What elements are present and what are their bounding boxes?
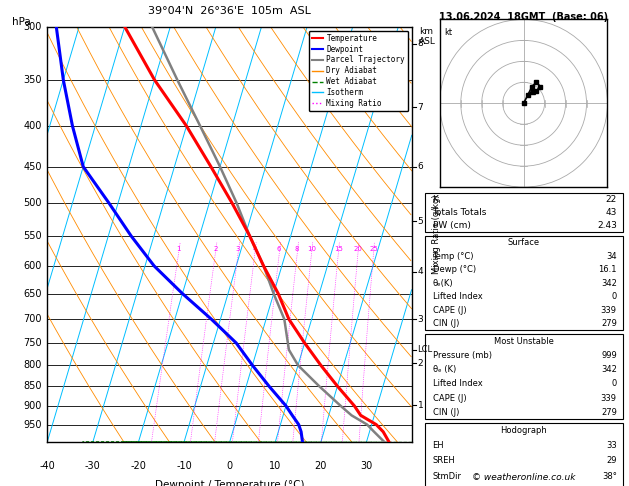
Text: 750: 750 [23, 338, 42, 348]
Text: Pressure (mb): Pressure (mb) [433, 351, 491, 360]
Text: 2: 2 [213, 246, 218, 252]
Text: Lifted Index: Lifted Index [433, 292, 482, 301]
Text: 350: 350 [23, 75, 42, 85]
Text: Temp (°C): Temp (°C) [433, 252, 474, 260]
Text: km
ASL: km ASL [420, 27, 436, 46]
Text: 800: 800 [23, 360, 42, 370]
Text: 850: 850 [23, 381, 42, 391]
Text: 700: 700 [23, 314, 42, 324]
Text: -10: -10 [176, 461, 192, 471]
Text: 7: 7 [418, 103, 423, 112]
Text: 4: 4 [418, 267, 423, 276]
Text: 6: 6 [277, 246, 281, 252]
Text: 450: 450 [23, 162, 42, 172]
Text: 650: 650 [23, 289, 42, 298]
Text: LCL: LCL [418, 346, 433, 354]
Text: PW (cm): PW (cm) [433, 221, 470, 230]
Text: 279: 279 [601, 319, 617, 328]
Text: 400: 400 [23, 121, 42, 131]
Text: θₑ(K): θₑ(K) [433, 278, 453, 288]
Text: 550: 550 [23, 231, 42, 241]
Text: Mixing Ratio (g/kg): Mixing Ratio (g/kg) [432, 195, 441, 274]
Text: 339: 339 [601, 306, 617, 314]
Text: 39°04'N  26°36'E  105m  ASL: 39°04'N 26°36'E 105m ASL [148, 6, 311, 17]
Text: -40: -40 [39, 461, 55, 471]
Text: 15: 15 [334, 246, 343, 252]
Text: StmDir: StmDir [433, 471, 462, 481]
Text: 999: 999 [601, 351, 617, 360]
Text: 10: 10 [269, 461, 281, 471]
Text: 13.06.2024  18GMT  (Base: 06): 13.06.2024 18GMT (Base: 06) [439, 12, 608, 22]
Text: 600: 600 [23, 261, 42, 271]
Text: Lifted Index: Lifted Index [433, 380, 482, 388]
Text: CAPE (J): CAPE (J) [433, 394, 466, 403]
Text: 20: 20 [314, 461, 327, 471]
Text: 1: 1 [418, 400, 423, 410]
Text: 3: 3 [418, 314, 423, 324]
Text: CAPE (J): CAPE (J) [433, 306, 466, 314]
Text: θₑ (K): θₑ (K) [433, 365, 456, 374]
Text: 0: 0 [611, 292, 617, 301]
Text: Totals Totals: Totals Totals [433, 208, 487, 217]
Text: -20: -20 [130, 461, 147, 471]
Text: 1: 1 [176, 246, 181, 252]
Text: 2.43: 2.43 [597, 221, 617, 230]
Text: 33: 33 [606, 441, 617, 451]
Text: 300: 300 [23, 22, 42, 32]
Text: 30: 30 [360, 461, 372, 471]
Text: 29: 29 [606, 456, 617, 466]
Text: CIN (J): CIN (J) [433, 408, 459, 417]
Text: 339: 339 [601, 394, 617, 403]
Text: © weatheronline.co.uk: © weatheronline.co.uk [472, 473, 576, 482]
Text: EH: EH [433, 441, 444, 451]
Text: 950: 950 [23, 419, 42, 430]
Text: 22: 22 [606, 195, 617, 204]
Text: 38°: 38° [602, 471, 617, 481]
Text: 900: 900 [23, 401, 42, 411]
Text: 0: 0 [611, 380, 617, 388]
Text: 6: 6 [418, 162, 423, 171]
Text: Dewp (°C): Dewp (°C) [433, 265, 476, 274]
Text: SREH: SREH [433, 456, 455, 466]
Text: 342: 342 [601, 365, 617, 374]
Text: 20: 20 [353, 246, 362, 252]
Text: 3: 3 [236, 246, 240, 252]
Text: 279: 279 [601, 408, 617, 417]
Text: 5: 5 [418, 217, 423, 226]
Text: 25: 25 [369, 246, 378, 252]
Text: 34: 34 [606, 252, 617, 260]
Text: Dewpoint / Temperature (°C): Dewpoint / Temperature (°C) [155, 480, 304, 486]
Text: 342: 342 [601, 278, 617, 288]
Text: -30: -30 [85, 461, 101, 471]
Text: 8: 8 [418, 39, 423, 48]
Text: Surface: Surface [508, 238, 540, 247]
Text: 4: 4 [252, 246, 257, 252]
Text: hPa: hPa [12, 17, 31, 27]
Text: K: K [433, 195, 438, 204]
Text: 16.1: 16.1 [598, 265, 617, 274]
Text: 10: 10 [307, 246, 316, 252]
Text: Most Unstable: Most Unstable [494, 337, 554, 346]
Text: kt: kt [444, 28, 452, 37]
Text: 2: 2 [418, 359, 423, 367]
Legend: Temperature, Dewpoint, Parcel Trajectory, Dry Adiabat, Wet Adiabat, Isotherm, Mi: Temperature, Dewpoint, Parcel Trajectory… [309, 31, 408, 111]
Text: 500: 500 [23, 198, 42, 208]
Text: CIN (J): CIN (J) [433, 319, 459, 328]
Text: 0: 0 [226, 461, 233, 471]
Text: Hodograph: Hodograph [500, 426, 547, 435]
Text: 8: 8 [295, 246, 299, 252]
Text: 43: 43 [605, 208, 617, 217]
